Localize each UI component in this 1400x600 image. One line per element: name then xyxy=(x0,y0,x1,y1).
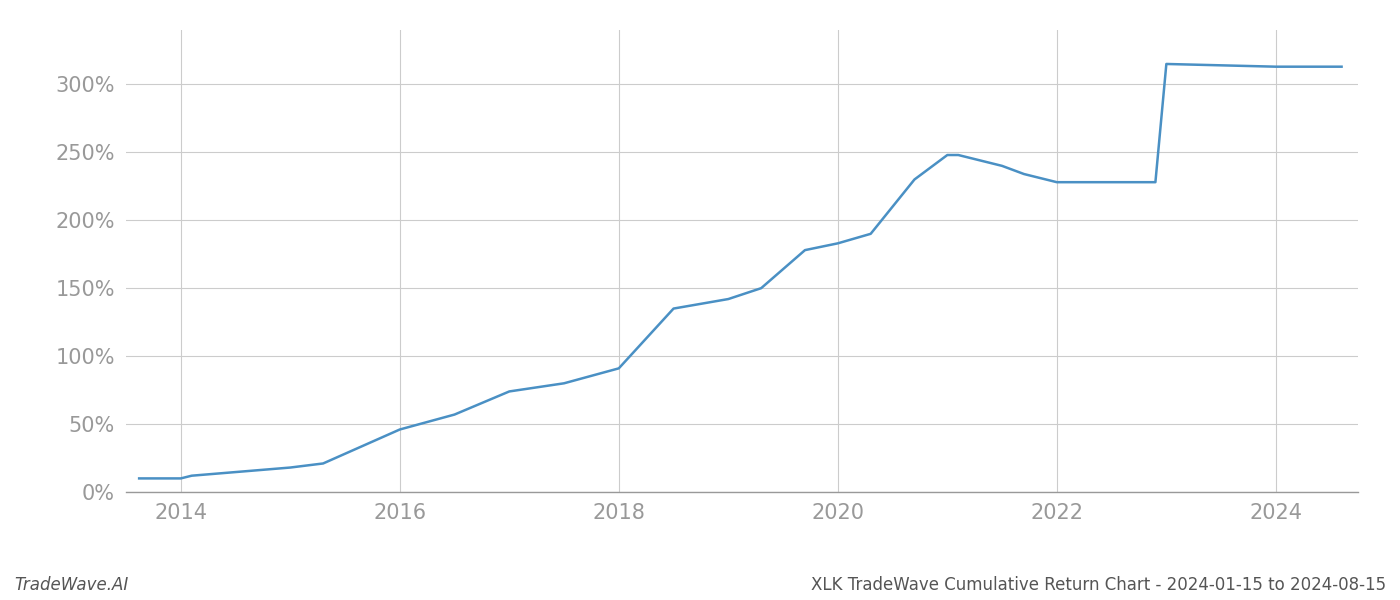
Text: XLK TradeWave Cumulative Return Chart - 2024-01-15 to 2024-08-15: XLK TradeWave Cumulative Return Chart - … xyxy=(811,576,1386,594)
Text: TradeWave.AI: TradeWave.AI xyxy=(14,576,129,594)
